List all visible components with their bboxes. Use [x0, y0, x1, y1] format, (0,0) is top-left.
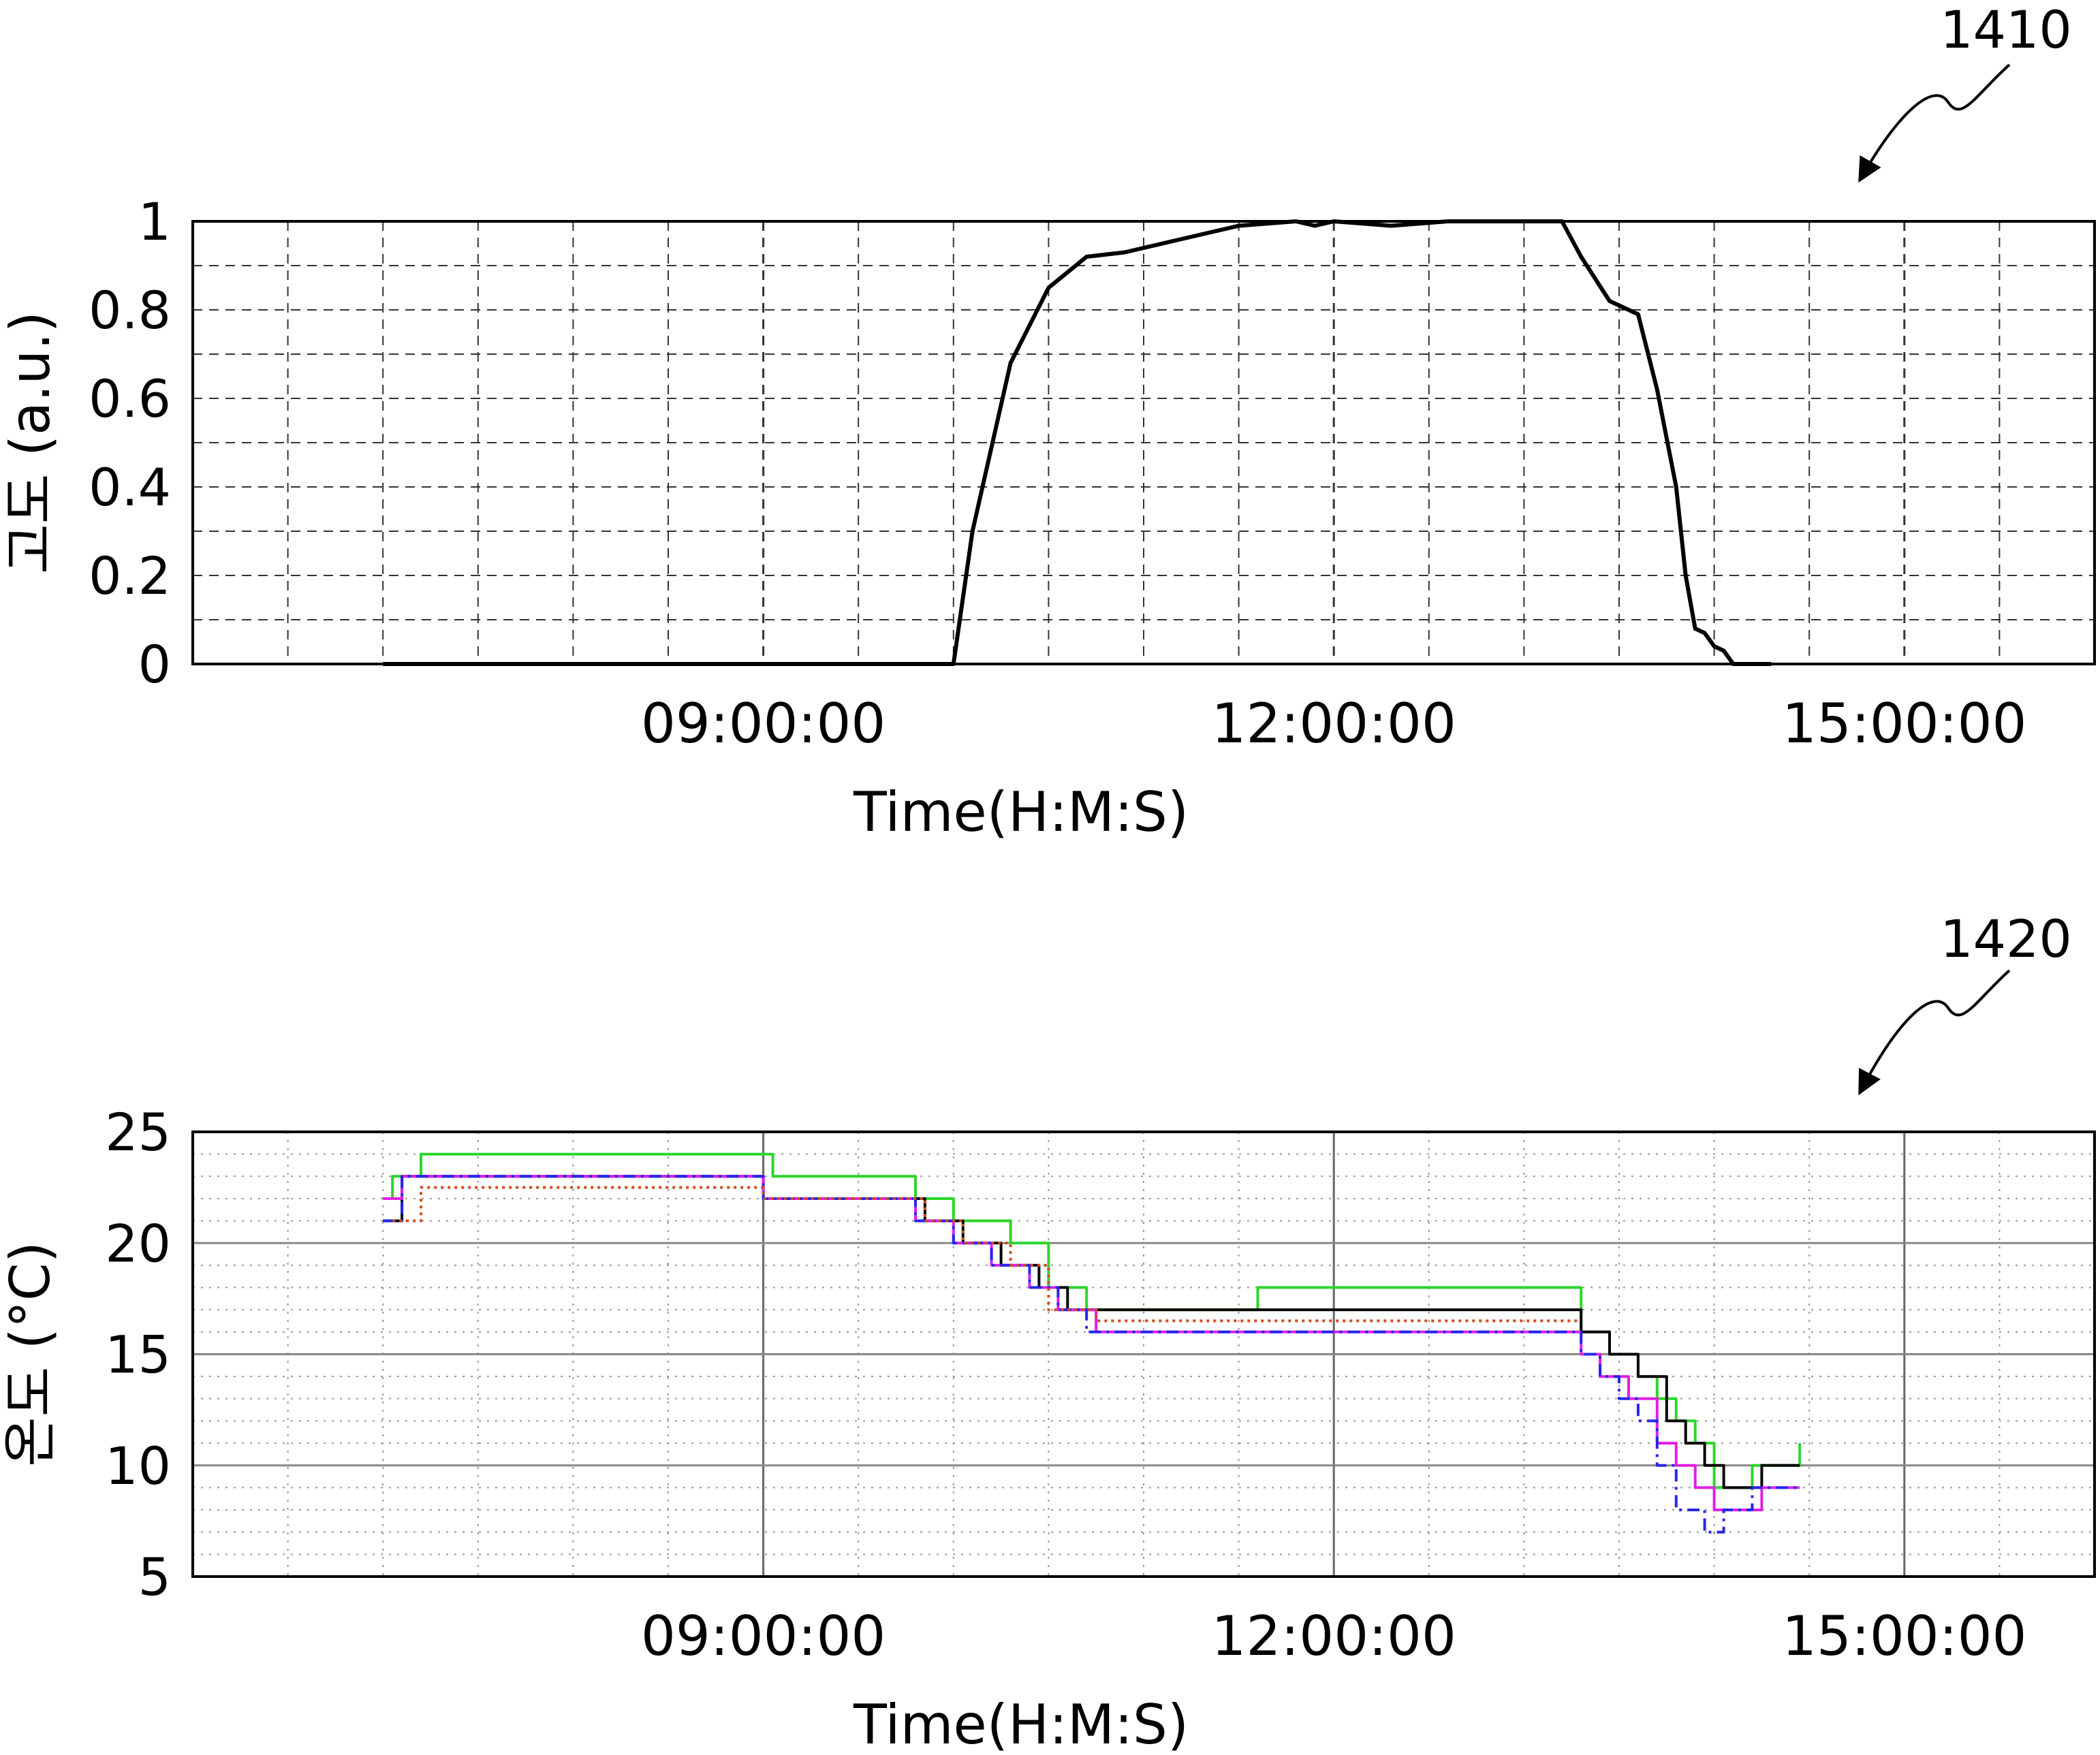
altitude-chart-y-tick-label: 0.2 — [89, 546, 171, 606]
altitude-chart-y-tick-label: 1 — [138, 191, 171, 252]
altitude-chart-reference-arrow — [1858, 63, 2011, 183]
temperature-chart-y-axis-label: 온도 (°C) — [0, 1242, 62, 1467]
altitude-chart-grid — [193, 221, 2095, 664]
altitude-chart: 00.20.40.60.81 09:00:00 12:00:00 15:00:00 … — [0, 0, 2096, 844]
altitude-chart-y-tick-label: 0.6 — [89, 368, 171, 429]
temperature-chart-y-ticks: 5 10 15 20 25 — [105, 1102, 171, 1607]
temperature-chart-y-tick-label: 15 — [105, 1325, 171, 1385]
altitude-chart-y-tick-label: 0.8 — [89, 280, 171, 341]
temperature-chart-y-tick-label: 10 — [105, 1436, 171, 1496]
temperature-chart-series-line-1 — [383, 1175, 1800, 1489]
temperature-chart-x-tick-label: 09:00:00 — [641, 1604, 886, 1668]
temperature-chart-plot-area — [191, 1131, 2096, 1578]
altitude-chart-y-tick-label: 0 — [138, 634, 171, 695]
temperature-chart-series-line-0 — [383, 1152, 1802, 1489]
temperature-chart-reference-number: 1420 — [1940, 908, 2071, 969]
altitude-chart-y-tick-label: 0.4 — [89, 457, 171, 518]
temperature-chart-y-tick-label: 20 — [105, 1213, 171, 1274]
altitude-chart-plot-area — [191, 220, 2096, 665]
temperature-chart-x-tick-label: 15:00:00 — [1782, 1604, 2026, 1668]
altitude-chart-x-ticks: 09:00:00 12:00:00 15:00:00 — [641, 692, 2026, 755]
altitude-chart-y-ticks: 0 0.2 0.4 0.6 0.8 1 — [89, 191, 171, 695]
altitude-chart-x-tick-label: 12:00:00 — [1212, 692, 1456, 755]
temperature-chart-y-tick-label: 5 — [138, 1547, 171, 1607]
altitude-chart-reference-number: 1410 — [1940, 0, 2071, 60]
temperature-chart-series-line-3 — [383, 1175, 1800, 1534]
temperature-chart-x-tick-label: 12:00:00 — [1212, 1604, 1456, 1668]
temperature-chart-reference-arrow — [1858, 969, 2011, 1096]
altitude-chart-x-tick-label: 09:00:00 — [641, 692, 886, 755]
temperature-chart-x-ticks: 09:00:00 12:00:00 15:00:00 — [641, 1604, 2026, 1668]
altitude-chart-x-axis-label: Time(H:M:S) — [853, 780, 1189, 844]
temperature-chart-y-tick-label: 25 — [105, 1102, 171, 1163]
temperature-chart-series — [383, 1152, 1802, 1534]
altitude-chart-x-tick-label: 15:00:00 — [1782, 692, 2026, 755]
temperature-chart-series-line-4 — [392, 1186, 1582, 1323]
temperature-chart-grid — [193, 1132, 2095, 1577]
altitude-chart-y-axis-label: 고도 (a.u.) — [0, 311, 62, 574]
temperature-chart: 5 10 15 20 25 09:00:00 12:00:00 15:00:00 Time(… — [0, 908, 2096, 1755]
temperature-chart-x-axis-label: Time(H:M:S) — [853, 1693, 1189, 1755]
temperature-chart-series-line-2 — [383, 1175, 1800, 1512]
